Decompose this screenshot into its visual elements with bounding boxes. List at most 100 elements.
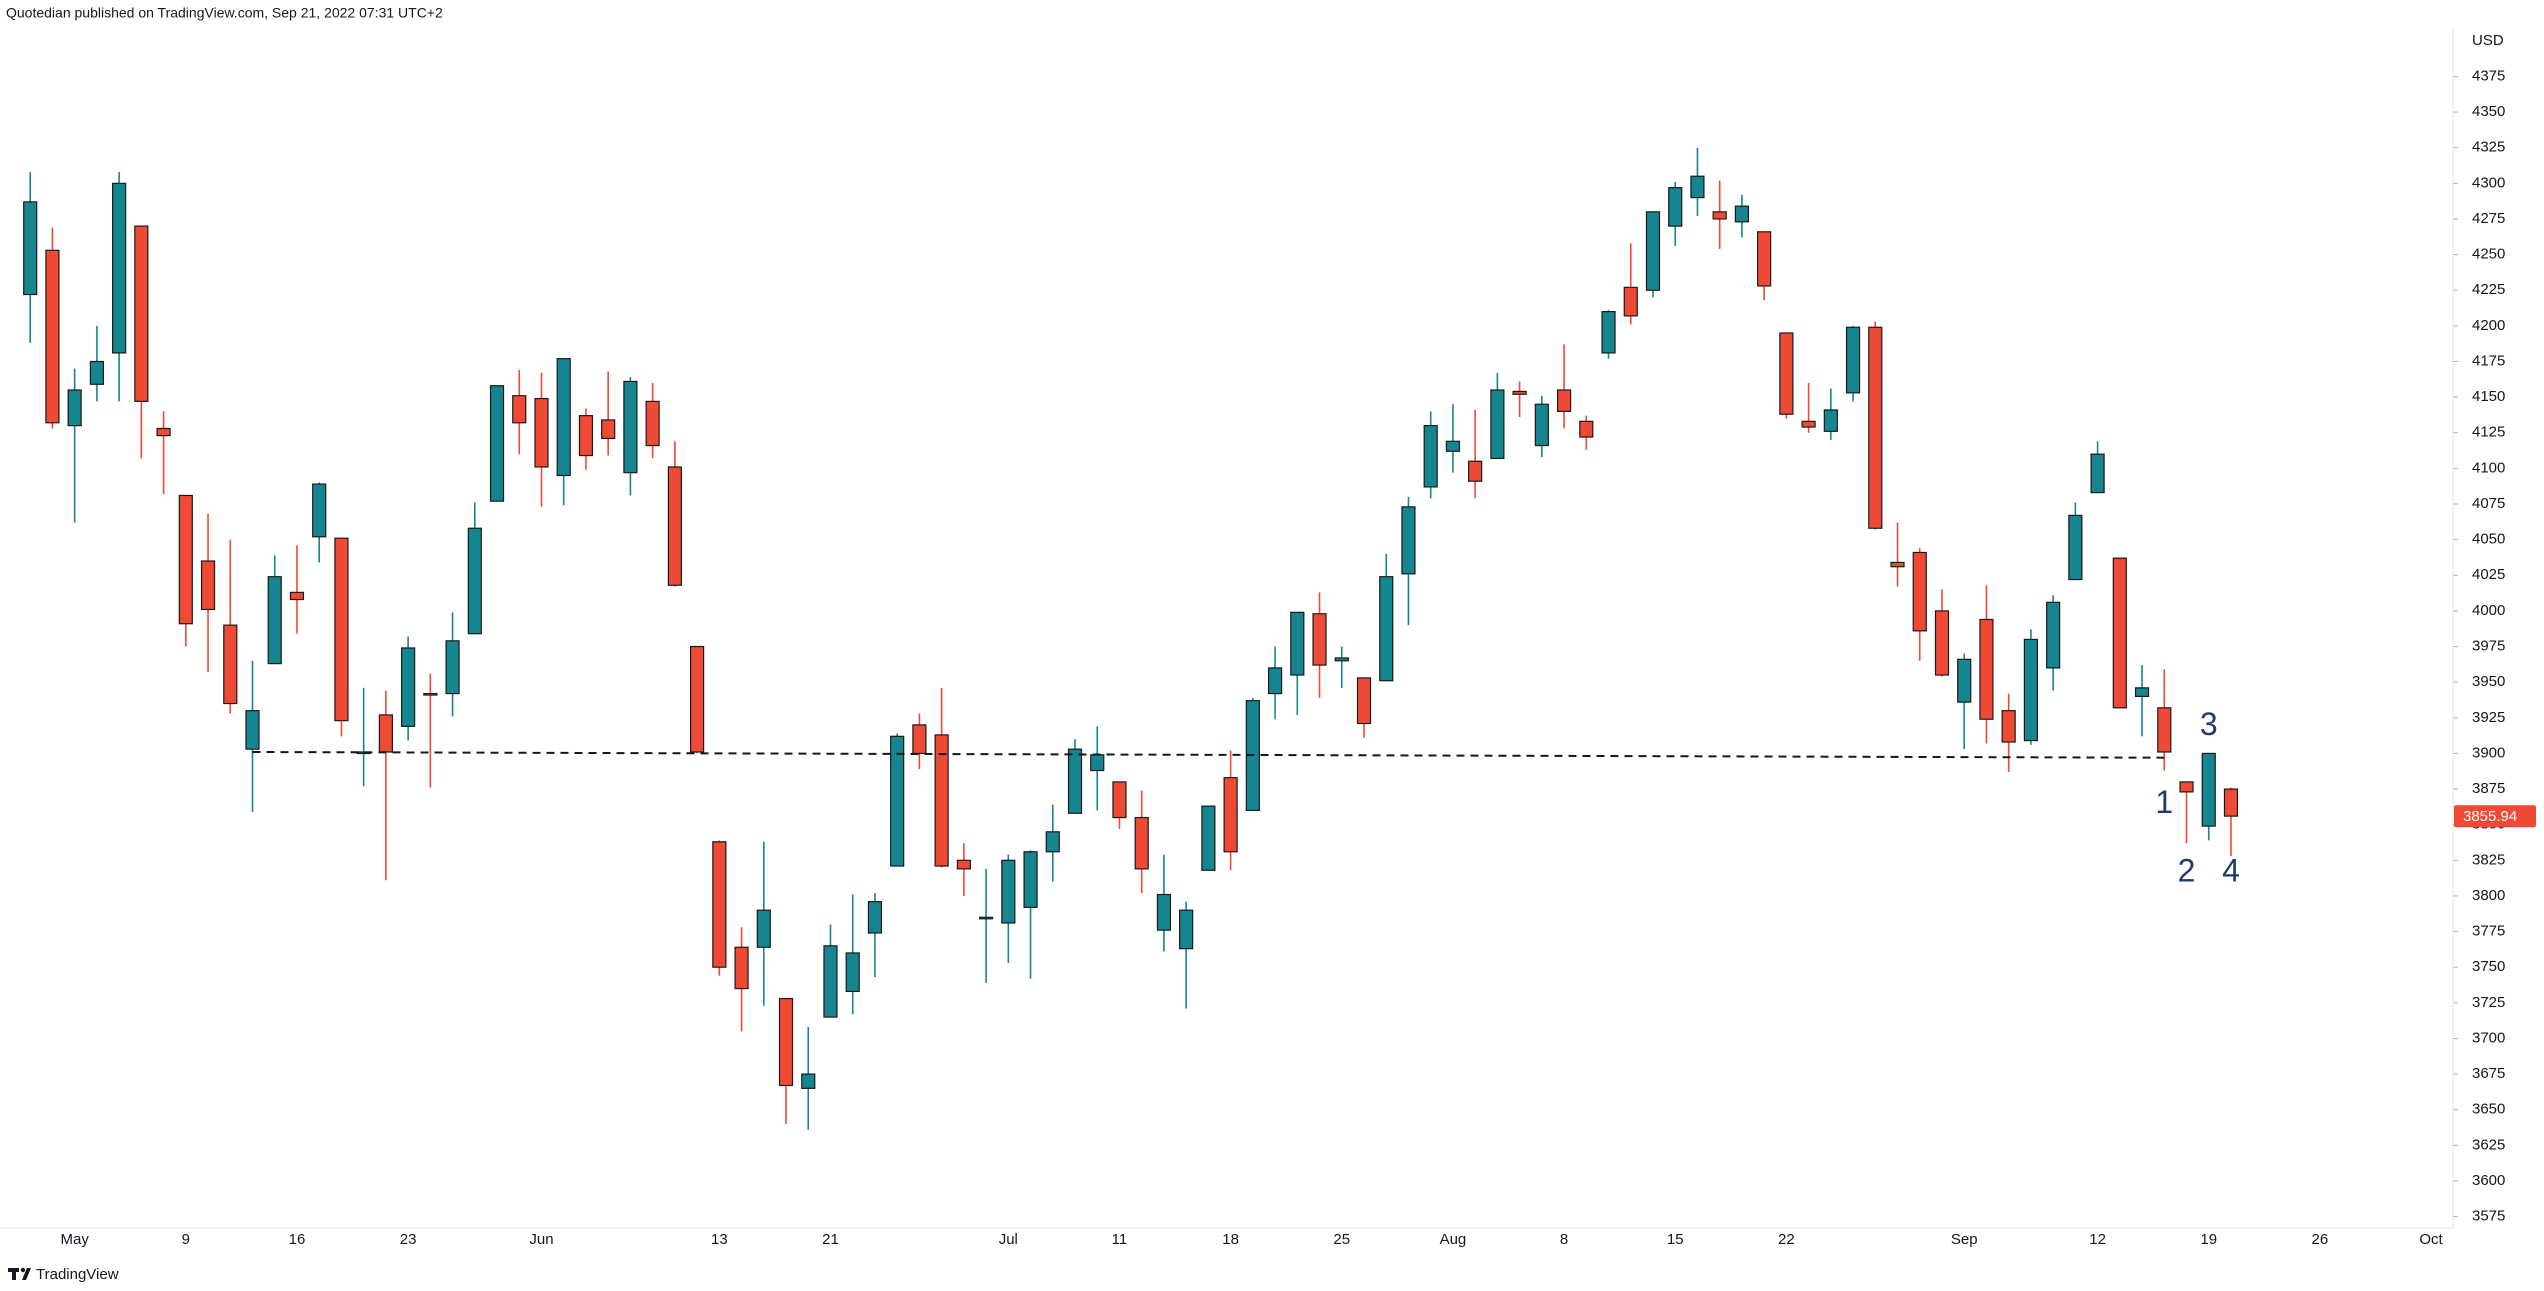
candle-body <box>2112 557 2127 709</box>
candle-body <box>1401 506 1416 575</box>
y-tick-label: 4225 <box>2472 281 2505 298</box>
candle-body <box>1979 618 1994 720</box>
x-tick-label: 18 <box>1222 1231 1239 1248</box>
candle-body <box>2090 453 2105 494</box>
candle-body <box>1312 613 1327 666</box>
candle-body <box>623 380 638 474</box>
x-tick-label: 23 <box>400 1231 417 1248</box>
candle-body <box>534 397 549 468</box>
y-tick-label: 3575 <box>2472 1208 2505 1225</box>
x-tick-label: Aug <box>1440 1231 1467 1248</box>
candle-body <box>89 360 104 385</box>
candle-body <box>112 182 127 354</box>
candle-body <box>1934 610 1950 676</box>
y-tick-label: 3950 <box>2472 673 2505 690</box>
candle-body <box>1379 576 1394 682</box>
candle-body <box>734 946 749 990</box>
candle-body <box>1556 389 1572 412</box>
candle-body <box>1512 390 1527 395</box>
candle-body <box>489 385 505 502</box>
wave-label: 2 <box>2178 853 2196 889</box>
y-tick-label: 4350 <box>2472 103 2505 120</box>
y-tick-label: 4250 <box>2472 246 2505 263</box>
candle-body <box>512 395 527 424</box>
y-tick-label: 3775 <box>2472 923 2505 940</box>
x-tick-label: 8 <box>1560 1231 1568 1248</box>
x-tick-label: 12 <box>2089 1231 2106 1248</box>
candle-body <box>867 901 883 934</box>
candle-body <box>67 389 82 427</box>
candle-body <box>1734 205 1750 223</box>
candle-body <box>312 483 327 538</box>
candle-body <box>578 415 594 457</box>
x-tick-label: Jun <box>529 1231 553 1248</box>
candle-body <box>801 1073 816 1089</box>
x-tick-label: 22 <box>1778 1231 1795 1248</box>
y-tick-label: 3925 <box>2472 709 2505 726</box>
candle-body <box>378 714 393 753</box>
y-tick-label: 4300 <box>2472 174 2505 191</box>
candle-body <box>601 419 616 440</box>
candle-body <box>1290 611 1305 676</box>
candle-body <box>778 997 794 1087</box>
y-tick-label: 4025 <box>2472 566 2505 583</box>
candle-body <box>1423 425 1438 488</box>
x-tick-label: 9 <box>182 1231 190 1248</box>
candle-body <box>1690 175 1705 199</box>
y-tick-label: 3675 <box>2472 1065 2505 1082</box>
candle-body <box>823 945 838 1018</box>
candle-body <box>978 916 994 920</box>
x-tick-label: 25 <box>1333 1231 1350 1248</box>
candle-body <box>267 576 282 665</box>
candle-body <box>712 841 727 968</box>
candle-body <box>1868 326 1883 529</box>
wave-label: 1 <box>2155 784 2173 820</box>
candle-body <box>1023 851 1038 908</box>
candle-body <box>1067 748 1083 814</box>
candle-body <box>645 400 660 447</box>
candle-body <box>1712 211 1727 220</box>
y-tick-label: 3975 <box>2472 637 2505 654</box>
candle-body <box>1267 667 1283 695</box>
candle-body <box>1534 403 1549 447</box>
candle-body <box>2023 638 2039 742</box>
candle-body <box>1156 893 1172 931</box>
y-tick-label: 4275 <box>2472 210 2505 227</box>
y-tick-label: 3650 <box>2472 1101 2505 1118</box>
candle-body <box>1223 777 1238 853</box>
y-tick-label: 3825 <box>2472 851 2505 868</box>
candle-body <box>1957 658 1972 703</box>
candle-body <box>178 494 193 625</box>
y-tick-label: 3700 <box>2472 1029 2505 1046</box>
y-tick-label: 4125 <box>2472 424 2505 441</box>
candle-body <box>756 909 771 948</box>
candle-body <box>2179 781 2194 793</box>
candle-body <box>1601 311 1616 354</box>
candle-body <box>1445 440 1461 452</box>
candle-body <box>200 560 216 611</box>
wave-label: 4 <box>2222 853 2240 889</box>
candle-body <box>1201 805 1216 871</box>
y-tick-label: 3750 <box>2472 958 2505 975</box>
candle-body <box>334 537 349 722</box>
candle-body <box>912 724 927 755</box>
x-tick-label: 19 <box>2200 1231 2217 1248</box>
y-tick-label: 3875 <box>2472 780 2505 797</box>
footer: TradingView <box>36 1266 119 1283</box>
candle-body <box>1134 816 1149 870</box>
candle-body <box>1112 781 1127 819</box>
trendline <box>252 750 2165 759</box>
y-tick-label: 4375 <box>2472 67 2505 84</box>
candle-body <box>689 645 705 753</box>
x-tick-label: 13 <box>711 1231 728 1248</box>
y-tick-label: 4150 <box>2472 388 2505 405</box>
candle-body <box>1579 420 1594 438</box>
candle-body <box>1801 420 1816 428</box>
candle-body <box>956 859 971 870</box>
candle-body <box>1045 831 1060 853</box>
y-tick-label: 3625 <box>2472 1136 2505 1153</box>
candle-body <box>2068 514 2083 581</box>
wave-label: 3 <box>2200 706 2218 742</box>
